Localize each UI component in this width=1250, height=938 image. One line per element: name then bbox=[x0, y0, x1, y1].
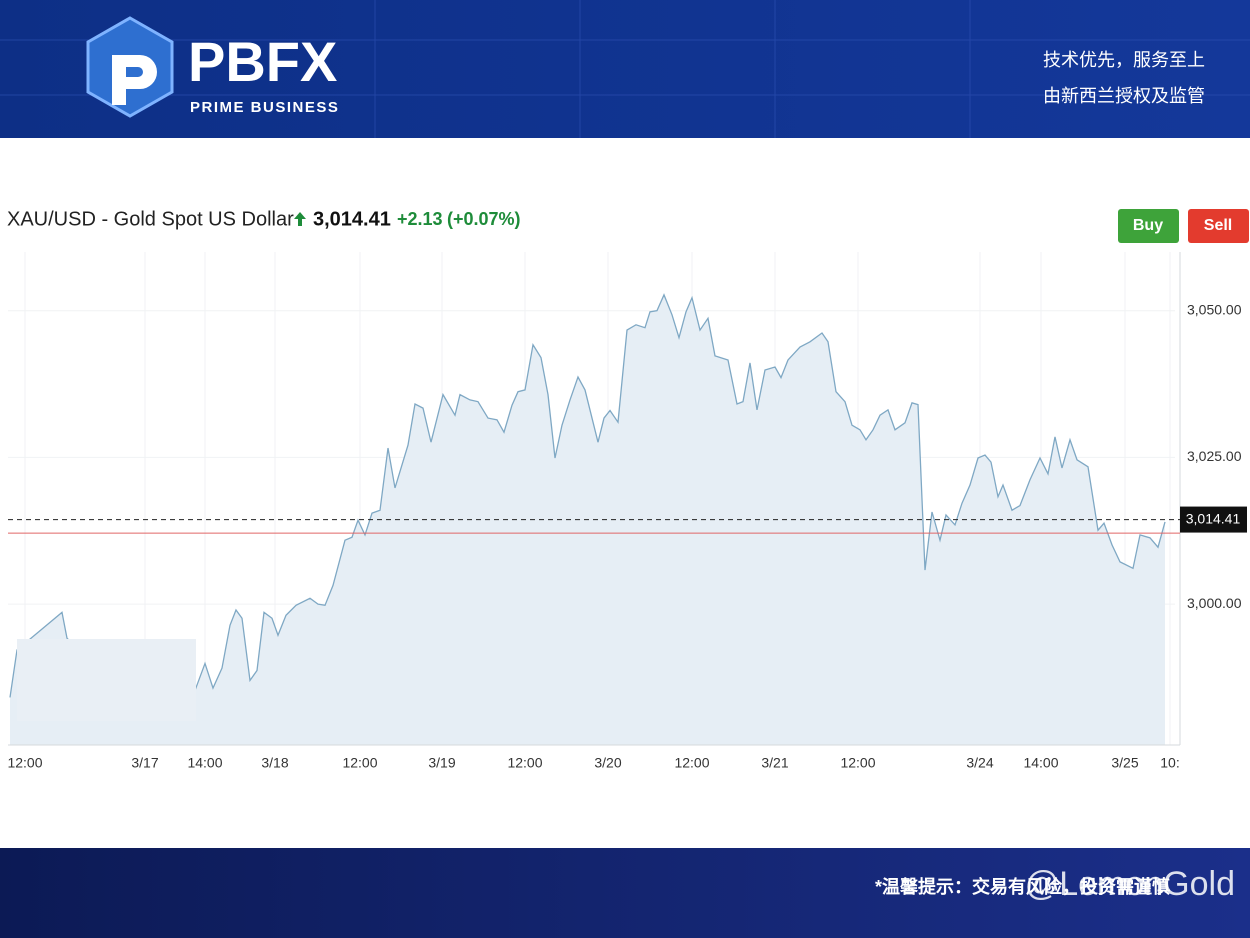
logo-p bbox=[112, 55, 157, 105]
x-tick-label: 14:00 bbox=[1023, 755, 1058, 771]
x-tick-label: 12:00 bbox=[342, 755, 377, 771]
footer-notice: *温馨提示：交易有风险，投资需谨慎 bbox=[875, 876, 1170, 897]
x-tick-label: 12:00 bbox=[674, 755, 709, 771]
x-tick-label: 12:00 bbox=[840, 755, 875, 771]
price-line bbox=[9, 293, 1166, 698]
x-tick-label: 3/25 bbox=[1111, 755, 1138, 771]
symbol: XAU/USD - Gold Spot US Dollar bbox=[7, 208, 294, 230]
x-tick-label: 12:00 bbox=[7, 755, 42, 771]
last-price-box bbox=[1180, 506, 1247, 533]
x-tick-label: 14:00 bbox=[187, 755, 222, 771]
y-tick-label: 3,000.00 bbox=[1187, 595, 1242, 611]
up-arrow bbox=[294, 212, 306, 226]
logo-subtitle: PRIME BUSINESS bbox=[190, 99, 339, 116]
x-tick-label: 3/19 bbox=[428, 755, 455, 771]
header-bar bbox=[0, 0, 1250, 138]
sell-button[interactable] bbox=[1188, 209, 1249, 243]
header-grid bbox=[0, 0, 1250, 138]
x-tick-label: 12:00 bbox=[507, 755, 542, 771]
buy-label[interactable]: Buy bbox=[1133, 217, 1163, 234]
x-tick-label: 10: bbox=[1160, 755, 1179, 771]
buy-button[interactable] bbox=[1118, 209, 1179, 243]
last-price-label: 3,014.41 bbox=[1186, 510, 1241, 526]
y-tick-label: 3,050.00 bbox=[1187, 301, 1242, 317]
logo-text: PBFX bbox=[188, 30, 337, 93]
x-tick-label: 3/17 bbox=[131, 755, 158, 771]
x-tick-label: 3/18 bbox=[261, 755, 288, 771]
change: +2.13 bbox=[397, 209, 443, 229]
footer-bar bbox=[0, 848, 1250, 938]
change-percent: (+0.07%) bbox=[447, 209, 521, 229]
x-tick-label: 3/24 bbox=[966, 755, 993, 771]
price: 3,014.41 bbox=[313, 208, 391, 230]
slogan: 由新西兰授权及监管 bbox=[1043, 86, 1205, 106]
x-tick-label: 3/20 bbox=[594, 755, 621, 771]
chart: 12:00 3/17 14:00 3/18 12:00 3/19 12:00 3/20 12:0… bbox=[7, 252, 1247, 771]
y-tick-label: 3,025.00 bbox=[1187, 448, 1242, 464]
x-tick-label: 3/21 bbox=[761, 755, 788, 771]
sell-label[interactable]: Sell bbox=[1204, 217, 1232, 234]
slogan: 技术优先，服务至上 bbox=[1043, 50, 1205, 70]
watermark: @LemonGold bbox=[1025, 865, 1235, 903]
overlay-box bbox=[17, 639, 196, 721]
